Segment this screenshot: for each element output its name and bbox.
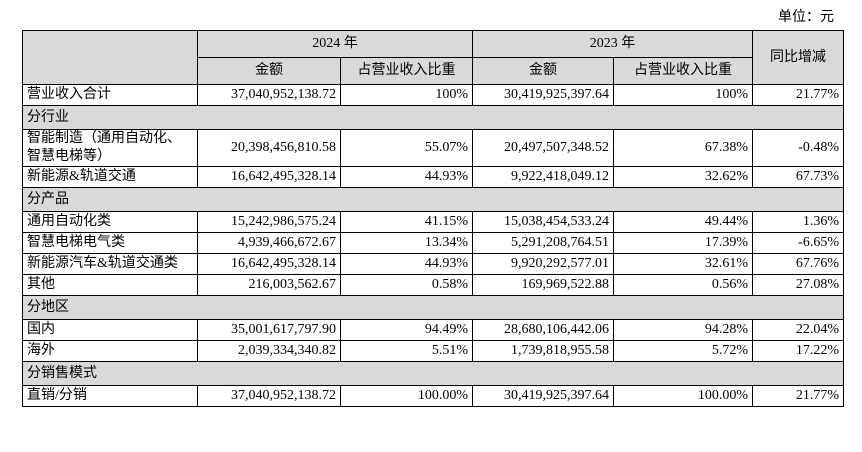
data-row: 新能源汽车&轨道交通类 16,642,495,328.14 44.93% 9,920,… <box>22 253 844 275</box>
value-cell: 32.61% <box>613 253 753 275</box>
data-row: 国内 35,001,617,797.90 94.49% 28,680,106,442.… <box>22 319 844 341</box>
value-cell: 28,680,106,442.06 <box>472 319 614 341</box>
section-row: 分地区 <box>22 295 844 320</box>
value-cell: 2,039,334,340.82 <box>197 340 341 362</box>
row-label: 新能源&轨道交通 <box>22 166 198 188</box>
value-cell: 37,040,952,138.72 <box>197 84 341 106</box>
revenue-table: 2024 年 2023 年 同比增减 金额 占营业收入比重 金额 占营业收入比重… <box>22 30 844 407</box>
value-cell: 21.77% <box>752 84 844 106</box>
header-cell: 2023 年 <box>472 30 753 58</box>
value-cell: -6.65% <box>752 232 844 254</box>
value-cell: 9,920,292,577.01 <box>472 253 614 275</box>
value-cell: 27.08% <box>752 274 844 296</box>
value-cell: 1,739,818,955.58 <box>472 340 614 362</box>
section-label: 分地区 <box>22 295 844 320</box>
value-cell: 100.00% <box>340 385 473 407</box>
value-cell: 0.56% <box>613 274 753 296</box>
section-row: 分产品 <box>22 187 844 212</box>
value-cell: 44.93% <box>340 253 473 275</box>
value-cell: 20,497,507,348.52 <box>472 129 614 167</box>
section-row: 分行业 <box>22 105 844 130</box>
row-label: 其他 <box>22 274 198 296</box>
value-cell: 15,038,454,533.24 <box>472 211 614 233</box>
value-cell: 37,040,952,138.72 <box>197 385 341 407</box>
value-cell: 16,642,495,328.14 <box>197 253 341 275</box>
header-cell: 金额 <box>197 57 341 85</box>
value-cell: 94.49% <box>340 319 473 341</box>
value-cell: 216,003,562.67 <box>197 274 341 296</box>
value-cell: 32.62% <box>613 166 753 188</box>
section-label: 分行业 <box>22 105 844 130</box>
value-cell: 169,969,522.88 <box>472 274 614 296</box>
section-label: 分产品 <box>22 187 844 212</box>
row-label: 直销/分销 <box>22 385 198 407</box>
row-label: 国内 <box>22 319 198 341</box>
row-label: 海外 <box>22 340 198 362</box>
value-cell: 30,419,925,397.64 <box>472 84 614 106</box>
row-label: 智能制造（通用自动化、智慧电梯等） <box>22 129 198 167</box>
row-label: 新能源汽车&轨道交通类 <box>22 253 198 275</box>
header-cell: 占营业收入比重 <box>613 57 753 85</box>
header-cell: 占营业收入比重 <box>340 57 473 85</box>
value-cell: 4,939,466,672.67 <box>197 232 341 254</box>
section-label: 分销售模式 <box>22 361 844 386</box>
header-row: 金额 占营业收入比重 金额 占营业收入比重 <box>23 57 844 85</box>
value-cell: 67.76% <box>752 253 844 275</box>
data-row: 智慧电梯电气类 4,939,466,672.67 13.34% 5,291,208,7… <box>22 232 844 254</box>
value-cell: 35,001,617,797.90 <box>197 319 341 341</box>
row-label: 通用自动化类 <box>22 211 198 233</box>
value-cell: 17.39% <box>613 232 753 254</box>
value-cell: -0.48% <box>752 129 844 167</box>
row-label: 营业收入合计 <box>22 84 198 106</box>
data-row: 海外 2,039,334,340.82 5.51% 1,739,818,955.58 5… <box>22 340 844 362</box>
value-cell: 41.15% <box>340 211 473 233</box>
header-cell: 同比增减 <box>752 30 844 85</box>
unit-label: 单位：元 <box>778 10 834 25</box>
value-cell: 55.07% <box>340 129 473 167</box>
value-cell: 13.34% <box>340 232 473 254</box>
section-row: 分销售模式 <box>22 361 844 386</box>
value-cell: 100.00% <box>613 385 753 407</box>
value-cell: 44.93% <box>340 166 473 188</box>
value-cell: 5.72% <box>613 340 753 362</box>
header-row: 2024 年 2023 年 同比增减 <box>22 30 844 85</box>
value-cell: 49.44% <box>613 211 753 233</box>
row-label: 智慧电梯电气类 <box>22 232 198 254</box>
header-cell <box>22 30 198 85</box>
data-row: 新能源&轨道交通 16,642,495,328.14 44.93% 9,922,418… <box>22 166 844 188</box>
value-cell: 30,419,925,397.64 <box>472 385 614 407</box>
value-cell: 21.77% <box>752 385 844 407</box>
data-row: 通用自动化类 15,242,986,575.24 41.15% 15,038,454,… <box>22 211 844 233</box>
value-cell: 9,922,418,049.12 <box>472 166 614 188</box>
value-cell: 100% <box>340 84 473 106</box>
header-cell: 2024 年 <box>197 30 473 58</box>
value-cell: 16,642,495,328.14 <box>197 166 341 188</box>
value-cell: 15,242,986,575.24 <box>197 211 341 233</box>
value-cell: 94.28% <box>613 319 753 341</box>
value-cell: 17.22% <box>752 340 844 362</box>
value-cell: 5,291,208,764.51 <box>472 232 614 254</box>
value-cell: 22.04% <box>752 319 844 341</box>
value-cell: 0.58% <box>340 274 473 296</box>
header-cell: 金额 <box>472 57 614 85</box>
value-cell: 20,398,456,810.58 <box>197 129 341 167</box>
value-cell: 5.51% <box>340 340 473 362</box>
data-row: 智能制造（通用自动化、智慧电梯等） 20,398,456,810.58 55.07%… <box>22 129 844 167</box>
value-cell: 1.36% <box>752 211 844 233</box>
value-cell: 100% <box>613 84 753 106</box>
data-row: 营业收入合计 37,040,952,138.72 100% 30,419,925,39… <box>22 84 844 106</box>
value-cell: 67.73% <box>752 166 844 188</box>
data-row: 其他 216,003,562.67 0.58% 169,969,522.88 0.56%… <box>22 274 844 296</box>
value-cell: 67.38% <box>613 129 753 167</box>
data-row: 直销/分销 37,040,952,138.72 100.00% 30,419,925,… <box>22 385 844 407</box>
